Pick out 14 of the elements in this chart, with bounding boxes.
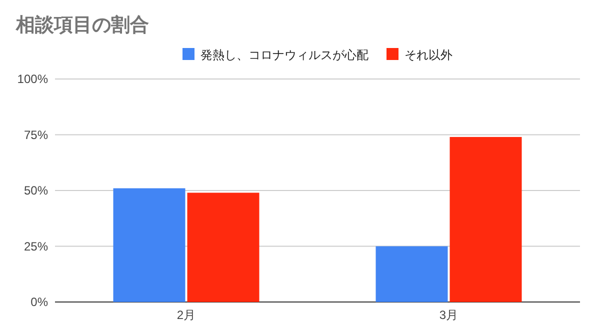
y-tick-label: 25%	[24, 239, 48, 254]
y-tick-label: 0%	[30, 295, 48, 309]
y-tick-label: 100%	[17, 72, 48, 86]
x-tick-label: 2月	[176, 308, 196, 322]
bar	[187, 192, 260, 302]
bar	[376, 246, 448, 302]
y-tick-label: 75%	[24, 128, 48, 142]
y-tick-label: 50%	[24, 184, 48, 198]
x-tick-label: 3月	[439, 308, 458, 322]
chart-title: 相談項目の割合	[15, 14, 149, 36]
bar	[450, 136, 522, 302]
legend-label: 発熱し、コロナウィルスが心配	[200, 48, 368, 62]
bar	[113, 188, 186, 302]
legend-label: それ以外	[404, 48, 452, 62]
